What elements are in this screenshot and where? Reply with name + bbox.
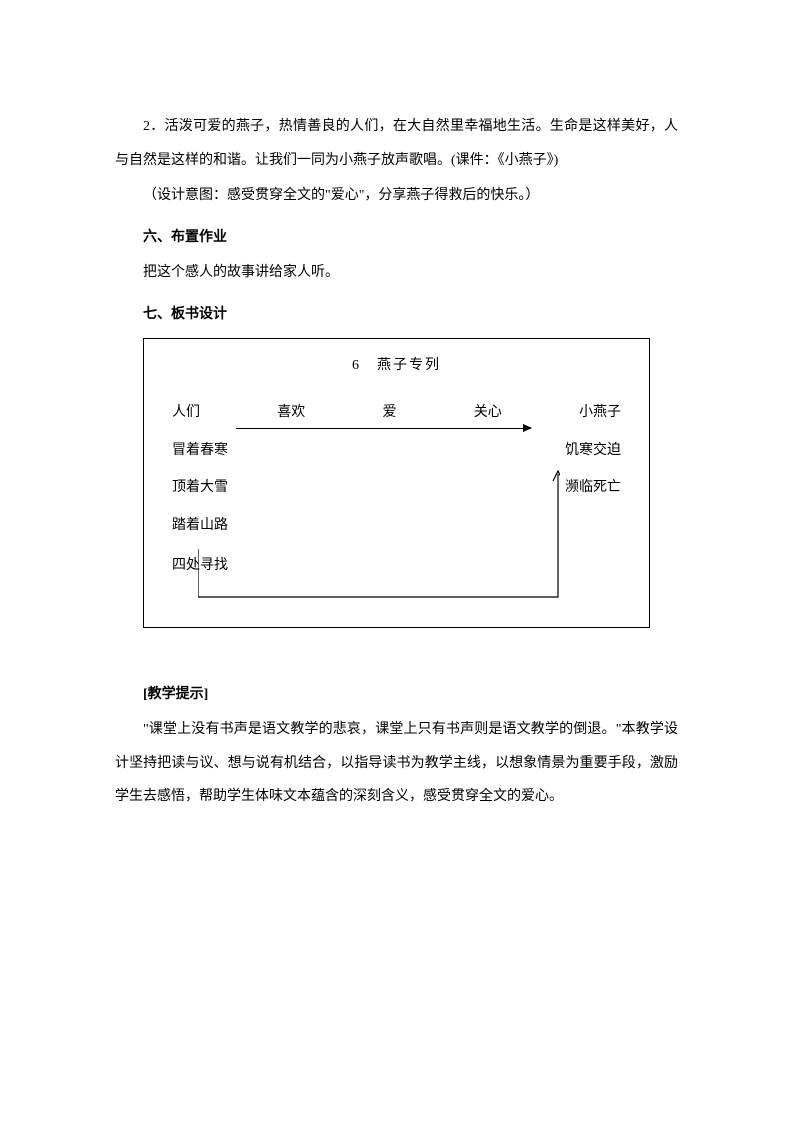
section-7-title: 七、板书设计 xyxy=(115,298,678,332)
diagram-row-2: 冒着春寒 饥寒交迫 xyxy=(164,434,629,468)
paragraph-intro: 2．活泼可爱的燕子，热情善良的人们，在大自然里幸福地生活。生命是这样美好，人与自… xyxy=(115,110,678,177)
arrow-horizontal-icon xyxy=(236,428,531,429)
diagram-title: 6 燕子专列 xyxy=(164,349,629,383)
diagram-row-top: 人们 喜欢 爱 关心 小燕子 xyxy=(164,396,629,430)
board-diagram: 6 燕子专列 人们 喜欢 爱 关心 小燕子 冒着春寒 饥寒交迫 顶着大雪 濒临死… xyxy=(143,338,650,628)
diagram-left-item: 四处寻找 xyxy=(172,549,629,583)
diagram-cell: 爱 xyxy=(383,396,397,430)
diagram-cell: 关心 xyxy=(474,396,502,430)
diagram-right-item: 濒临死亡 xyxy=(565,471,621,505)
diagram-left-item: 顶着大雪 xyxy=(172,471,228,505)
teaching-hint-body: "课堂上没有书声是语文教学的悲哀，课堂上只有书声则是语文教学的倒退。"本教学设计… xyxy=(115,713,678,814)
teaching-hint-title: [教学提示] xyxy=(115,678,678,712)
diagram-cell: 小燕子 xyxy=(579,396,621,430)
paragraph-homework: 把这个感人的故事讲给家人听。 xyxy=(115,256,678,290)
paragraph-design-intent: （设计意图：感受贯穿全文的"爱心"，分享燕子得救后的快乐。） xyxy=(115,179,678,213)
diagram-cell: 喜欢 xyxy=(277,396,305,430)
diagram-right-item: 饥寒交迫 xyxy=(565,434,621,468)
diagram-cell: 人们 xyxy=(172,396,200,430)
diagram-left-remaining: 踏着山路 四处寻找 xyxy=(164,509,629,582)
diagram-left-item: 冒着春寒 xyxy=(172,434,228,468)
diagram-row-3: 顶着大雪 濒临死亡 xyxy=(164,471,629,505)
diagram-left-item: 踏着山路 xyxy=(172,509,629,543)
section-6-title: 六、布置作业 xyxy=(115,221,678,255)
